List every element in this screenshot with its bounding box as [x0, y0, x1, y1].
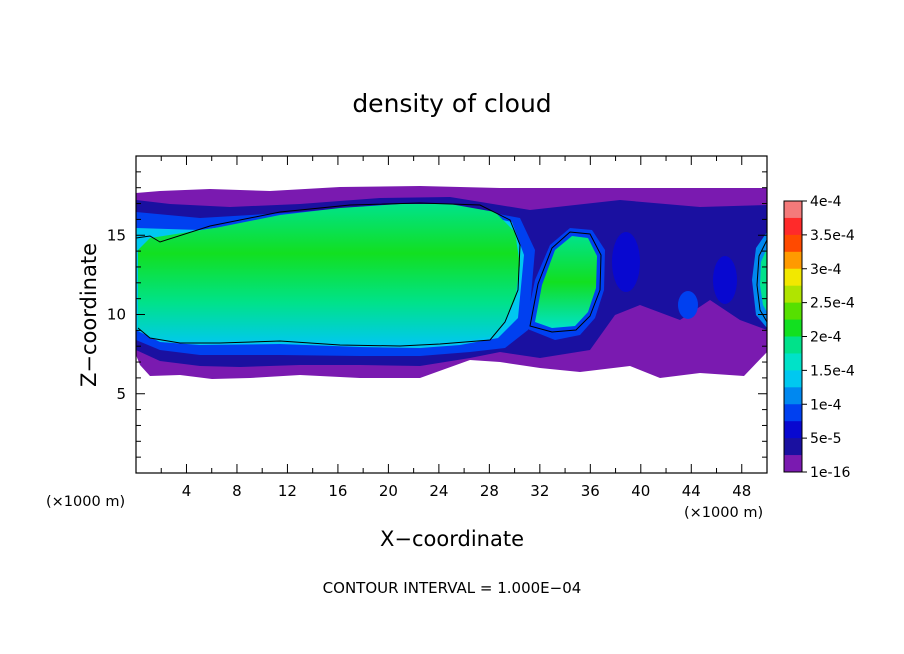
- x-tick-label: 16: [328, 482, 347, 500]
- colorbar-segment: [784, 353, 802, 371]
- colorbar-segment: [784, 370, 802, 388]
- colorbar-segment: [784, 455, 802, 473]
- colorbar-segment: [784, 285, 802, 304]
- colorbar-segment: [784, 319, 802, 337]
- colorbar-label: 3.5e-4: [810, 228, 855, 244]
- right-eddy-3: [713, 256, 737, 304]
- colorbar-labels: 4e-4 3.5e-4 3e-4 2.5e-4 2e-4 1.5e-4 1e-4 5e-5 1e…: [802, 194, 855, 481]
- x-tick-label: 44: [682, 482, 701, 500]
- colorbar-segment: [784, 201, 802, 219]
- colorbar-label: 2e-4: [810, 330, 842, 346]
- x-tick-label: 28: [480, 482, 499, 500]
- x-axis-label: X−coordinate: [380, 527, 524, 551]
- colorbar-label: 1e-4: [810, 397, 842, 413]
- colorbar-segment: [784, 217, 802, 236]
- x-axis-unit: (×1000 m): [684, 505, 763, 521]
- contour-line-main: [136, 202, 521, 347]
- x-tick-label: 32: [530, 482, 549, 500]
- y-axis-label: Z−coordinate: [77, 243, 101, 387]
- y-axis-unit: (×1000 m): [46, 494, 125, 510]
- colorbar-segment: [784, 438, 802, 456]
- colorbar-label: 2.5e-4: [810, 296, 855, 312]
- x-tick-label: 48: [732, 482, 751, 500]
- contour-line-secondary: [529, 231, 602, 333]
- x-tick-label: 8: [232, 482, 242, 500]
- colorbar-segment: [784, 336, 802, 354]
- y-axis-ticks: 5 10 15: [107, 171, 767, 458]
- x-axis-ticks: 4 8 12 16 20 24 28 32 36 40 44 48: [160, 156, 751, 500]
- x-tick-label: 4: [182, 482, 192, 500]
- y-tick-label: 5: [116, 385, 126, 403]
- colorbar-frame: [783, 200, 803, 473]
- edge-cell-core: [760, 248, 767, 312]
- x-tick-label: 12: [278, 482, 297, 500]
- x-tick-label: 20: [379, 482, 398, 500]
- colorbar-segment: [784, 302, 802, 321]
- colorbar-label: 1e-16: [810, 465, 850, 481]
- right-eddy-2: [678, 291, 698, 319]
- secondary-cell-core: [535, 236, 597, 328]
- colorbar-label: 1.5e-4: [810, 363, 855, 379]
- colorbar: [784, 201, 802, 473]
- colorbar-segment: [784, 387, 802, 405]
- colorbar-segment: [784, 234, 802, 253]
- density-field: [136, 186, 767, 379]
- chart-title: density of cloud: [352, 89, 551, 118]
- x-tick-label: 24: [429, 482, 448, 500]
- colorbar-segment: [784, 251, 802, 270]
- right-eddy-1: [612, 232, 640, 292]
- colorbar-label: 5e-5: [810, 431, 841, 447]
- contour-interval-note: CONTOUR INTERVAL = 1.000E−04: [323, 579, 582, 597]
- colorbar-label: 3e-4: [810, 262, 842, 278]
- colorbar-segment: [784, 404, 802, 422]
- colorbar-segment: [784, 268, 802, 287]
- x-tick-label: 36: [581, 482, 600, 500]
- colorbar-segment: [784, 421, 802, 439]
- x-tick-label: 40: [631, 482, 650, 500]
- colorbar-label: 4e-4: [810, 194, 842, 210]
- y-tick-label: 15: [107, 226, 126, 244]
- y-tick-label: 10: [107, 306, 126, 324]
- main-cloud-core: [138, 204, 520, 345]
